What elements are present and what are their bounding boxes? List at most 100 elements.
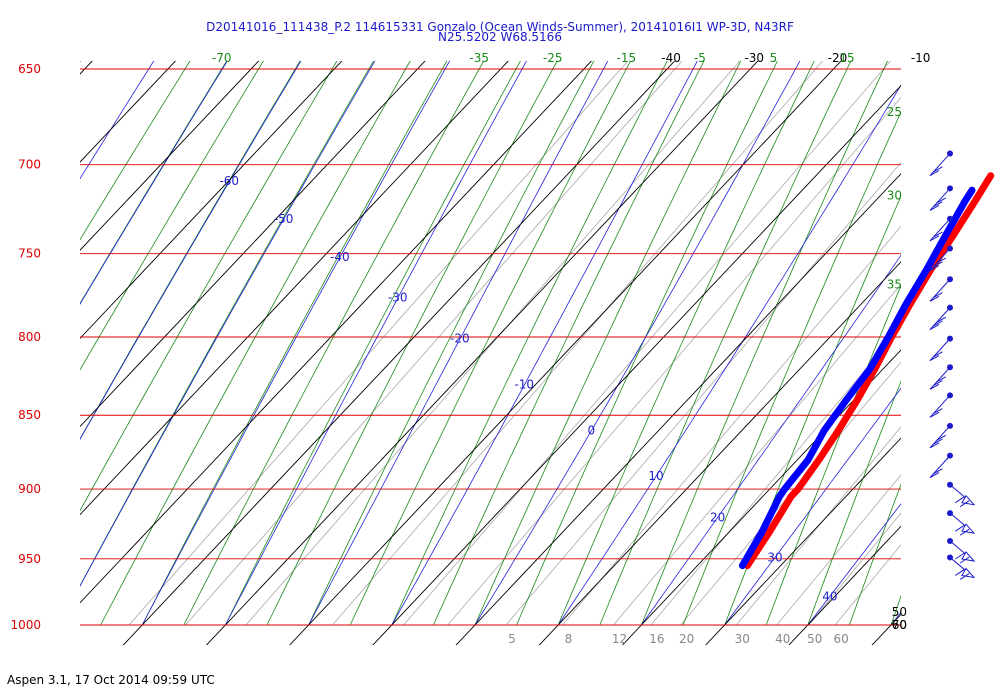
wind-barb-flag xyxy=(959,573,970,580)
wind-barb-station-dot xyxy=(947,185,953,192)
moist-adiabat-label: -60 xyxy=(219,174,239,188)
wind-barb-staff xyxy=(929,248,951,271)
pressure-label: 950 xyxy=(18,552,41,566)
isotherm-line xyxy=(80,61,593,604)
wind-barb-staff xyxy=(929,395,951,418)
footer-text: Aspen 3.1, 17 Oct 2014 09:59 UTC xyxy=(7,673,215,687)
wind-barb-staff xyxy=(929,366,951,390)
wind-barb-flag xyxy=(929,383,940,390)
moist-adiabat-label: 30 xyxy=(767,550,782,564)
wind-barb-station-dot xyxy=(947,276,953,283)
dry-adiabat-label: 30 xyxy=(887,189,902,203)
wind-barb-flag xyxy=(933,201,943,208)
mixing-ratio-line xyxy=(680,361,901,626)
wind-barb-flag xyxy=(929,411,940,418)
isotherm-line xyxy=(80,61,93,75)
dry-adiabat-label: 5 xyxy=(770,51,778,65)
pressure-label: 1000 xyxy=(10,618,41,632)
wind-barb xyxy=(929,150,953,176)
wind-barb xyxy=(929,185,953,211)
isotherm-line xyxy=(705,437,901,645)
moist-adiabat-line xyxy=(724,387,901,626)
moist-adiabat-line xyxy=(974,49,1000,625)
wind-barb-station-dot xyxy=(947,245,953,252)
wind-barb-station-dot xyxy=(947,150,953,157)
wind-barb-flag xyxy=(929,295,940,302)
wind-barb xyxy=(929,304,953,331)
dry-adiabat-line xyxy=(933,49,1000,625)
isotherm-line xyxy=(0,59,11,655)
moist-adiabat-label: 40 xyxy=(822,589,837,603)
wind-barb-pennant xyxy=(961,494,976,506)
isotherm-line xyxy=(80,61,260,251)
mixing-ratio-label: 30 xyxy=(735,632,750,646)
mixing-ratio-label: 50 xyxy=(807,632,822,646)
mixing-ratio-label: 12 xyxy=(612,632,627,646)
wind-barb-flag xyxy=(933,231,943,238)
dry-adiabat-label: -25 xyxy=(543,51,563,65)
dry-adiabat-line xyxy=(849,483,901,626)
temperature-trace xyxy=(743,172,995,570)
isotherm-label: -10 xyxy=(911,51,931,65)
wind-barb-station-dot xyxy=(947,554,953,561)
isotherm-line xyxy=(122,61,676,645)
moist-adiabat-label: 10 xyxy=(648,469,663,483)
wind-barb-flag xyxy=(933,292,943,298)
pressure-label: 700 xyxy=(18,158,41,172)
chart-title: D20141016_111438_P.2 114615331 Gonzalo (… xyxy=(206,20,794,34)
wind-barb-station-dot xyxy=(947,452,953,459)
wind-barb-station-dot xyxy=(947,335,953,342)
wind-barb-flag xyxy=(959,528,970,536)
wind-barb-flag xyxy=(929,265,940,271)
moist-adiabat-line xyxy=(890,611,901,626)
dry-adiabat-label: -15 xyxy=(617,51,637,65)
mixing-ratio-label: 16 xyxy=(649,632,664,646)
isotherm-line xyxy=(80,61,426,428)
isotherm-label: -20 xyxy=(828,51,848,65)
wind-barb-staff xyxy=(929,307,951,330)
mixing-ratio-line xyxy=(808,512,901,626)
pressure-label: 650 xyxy=(18,62,41,76)
dry-adiabat-line xyxy=(807,380,901,626)
wind-barb-flag xyxy=(929,235,940,242)
wind-barb-flag xyxy=(936,434,947,441)
wind-barb-flag xyxy=(929,355,940,362)
wind-barb-flag xyxy=(936,376,947,383)
pressure-label: 800 xyxy=(18,330,41,344)
isotherm-line xyxy=(80,61,343,340)
mixing-ratio-label: 8 xyxy=(565,632,573,646)
wind-barb xyxy=(929,215,953,242)
isotherm-line xyxy=(289,61,842,645)
wind-barb-staff xyxy=(929,278,951,302)
wind-barb-station-dot xyxy=(947,392,953,399)
wind-barb-station-dot xyxy=(947,510,953,517)
wind-barb xyxy=(929,452,953,479)
wind-barb-flag xyxy=(929,472,940,479)
wind-barb-station-dot xyxy=(947,364,953,371)
isotherm-label: -30 xyxy=(744,51,764,65)
isotherm-line xyxy=(205,61,759,645)
dry-adiabat-label: -70 xyxy=(212,51,232,65)
dry-adiabat-line xyxy=(974,49,1000,625)
wind-barb-flag xyxy=(933,166,943,173)
wind-barb xyxy=(929,335,953,362)
dry-adiabat-line xyxy=(890,595,901,626)
wind-barb-staff xyxy=(929,218,951,242)
wind-barb-flag xyxy=(933,380,943,386)
wind-barb-pennant xyxy=(961,551,976,562)
wind-barbs xyxy=(929,150,976,580)
moist-adiabat-label: -50 xyxy=(274,212,294,226)
pressure-label: 850 xyxy=(18,408,41,422)
wind-barb-flag xyxy=(955,569,965,576)
moist-adiabat-label: 0 xyxy=(588,423,596,437)
wind-barb-flag xyxy=(933,438,943,445)
isotherm-line xyxy=(621,349,901,645)
isotherm-line xyxy=(80,61,509,516)
wind-barb-flag xyxy=(929,204,940,211)
wind-barb xyxy=(947,510,976,536)
moist-adiabat-label: -10 xyxy=(514,378,534,392)
wind-barb-station-dot xyxy=(947,304,953,311)
mixing-ratio-line xyxy=(613,283,901,626)
chart-subtitle: N25.5202 W68.5166 xyxy=(438,30,562,44)
moist-adiabat-label: 70 xyxy=(892,618,907,632)
